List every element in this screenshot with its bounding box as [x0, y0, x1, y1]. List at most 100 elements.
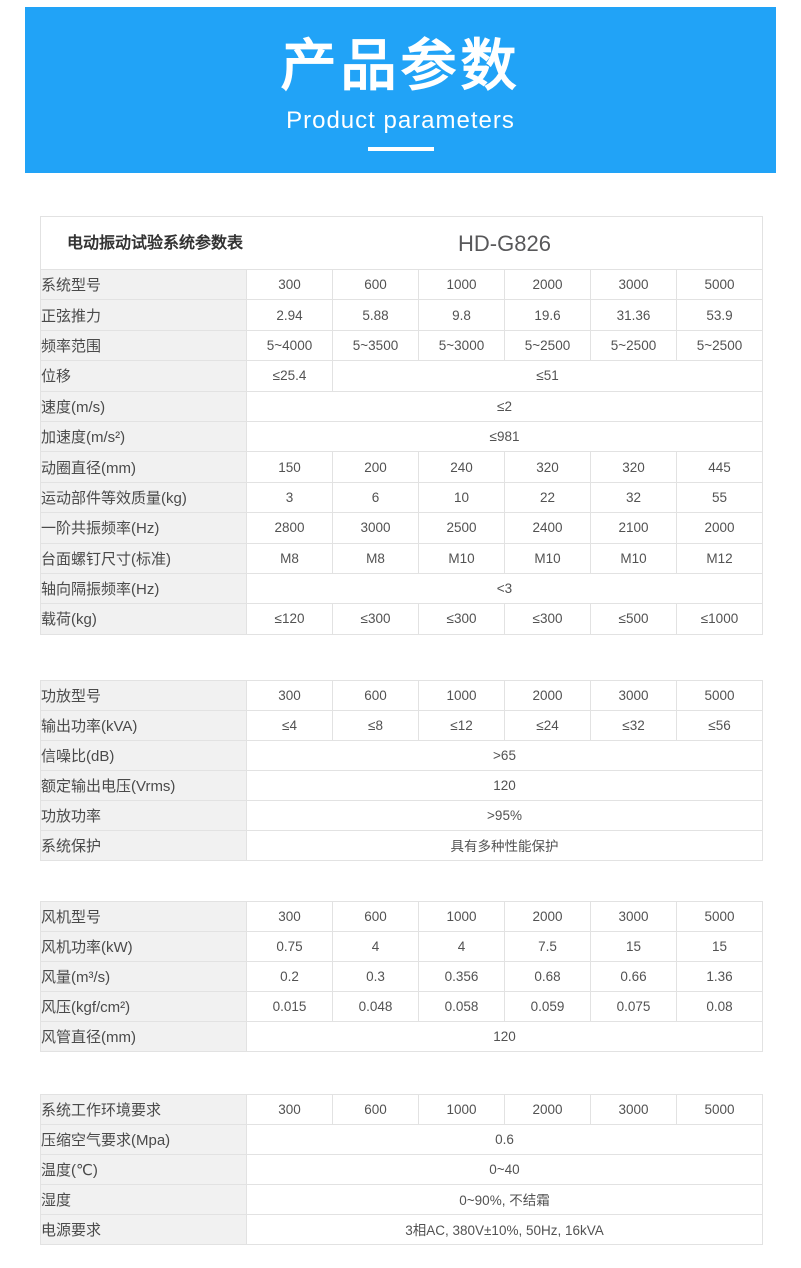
table-title: 电动振动试验系统参数表	[67, 235, 244, 252]
table-row: 一阶共振频率(Hz) 2800 3000 2500 2400 2100 2000	[40, 512, 763, 544]
value-cell: ≤56	[676, 709, 763, 741]
value-cell: 0.058	[418, 990, 505, 1022]
row-label: 位移	[40, 360, 247, 392]
table-row: 正弦推力 2.94 5.88 9.8 19.6 31.36 53.9	[40, 299, 763, 331]
value-cell: 240	[418, 451, 505, 483]
value-cell: 2000	[504, 268, 591, 301]
value-cell: 2100	[590, 512, 677, 544]
value-cell: 4	[332, 930, 419, 962]
value-cell: M10	[590, 542, 677, 574]
value-cell: 2000	[504, 900, 591, 932]
value-cell: 5000	[676, 268, 763, 301]
table-row: 功放型号 300 600 1000 2000 3000 5000	[40, 679, 763, 711]
value-cell: M8	[246, 542, 333, 574]
value-cell: 5000	[676, 679, 763, 711]
row-label: 一阶共振频率(Hz)	[40, 512, 247, 544]
table-row: 加速度(m/s²) ≤981	[40, 420, 763, 453]
value-cell: 32	[590, 481, 677, 514]
value-cell: ≤981	[246, 420, 763, 453]
row-label: 风机型号	[40, 900, 247, 932]
table-row: 频率范围 5~4000 5~3500 5~3000 5~2500 5~2500 5~2500	[40, 329, 763, 362]
product-parameters-banner: 产品参数 Product parameters	[25, 7, 776, 173]
value-cell: ≤8	[332, 709, 419, 741]
value-cell: <3	[246, 572, 763, 605]
table-row: 系统保护 具有多种性能保护	[40, 829, 763, 861]
banner-title: 产品参数	[280, 34, 521, 97]
value-cell: 3000	[590, 1093, 677, 1125]
value-cell: 120	[246, 769, 763, 801]
row-label: 湿度	[40, 1183, 247, 1215]
value-cell: 0.015	[246, 990, 333, 1022]
table-row: 风压(kgf/cm²) 0.015 0.048 0.058 0.059 0.075 0.08	[40, 990, 763, 1022]
table-row: 湿度 0~90%, 不结霜	[40, 1183, 763, 1215]
value-cell: 1000	[418, 268, 505, 301]
table-row: 速度(m/s) ≤2	[40, 390, 763, 422]
amplifier-table: 功放型号 300 600 1000 2000 3000 5000 输出功率(kVA) ≤4 ≤8 ≤…	[40, 679, 763, 861]
value-cell: 2500	[418, 512, 505, 544]
table-row: 轴向隔振频率(Hz) <3	[40, 572, 763, 605]
table-row: 系统工作环境要求 300 600 1000 2000 3000 5000	[40, 1093, 763, 1125]
value-cell: ≤300	[332, 603, 419, 635]
value-cell: ≤24	[504, 709, 591, 741]
value-cell: 0.75	[246, 930, 333, 962]
value-cell: ≤1000	[676, 603, 763, 635]
value-cell: 2000	[504, 1093, 591, 1125]
value-cell: 445	[676, 451, 763, 483]
value-cell: 320	[504, 451, 591, 483]
table-row: 温度(℃) 0~40	[40, 1153, 763, 1185]
value-cell: 0~40	[246, 1153, 763, 1185]
value-cell: 300	[246, 900, 333, 932]
value-cell: 具有多种性能保护	[246, 829, 763, 861]
value-cell: 4	[418, 930, 505, 962]
value-cell: 10	[418, 481, 505, 514]
row-label: 轴向隔振频率(Hz)	[40, 572, 247, 605]
value-cell: 6	[332, 481, 419, 514]
value-cell: 0.68	[504, 960, 591, 992]
table-row: 额定输出电压(Vrms) 120	[40, 769, 763, 801]
value-cell: 0~90%, 不结霜	[246, 1183, 763, 1215]
table-header-cell: 电动振动试验系统参数表 HD-G826	[40, 216, 763, 270]
row-label: 额定输出电压(Vrms)	[40, 769, 247, 801]
value-cell: 55	[676, 481, 763, 514]
value-cell: 2400	[504, 512, 591, 544]
value-cell: 5~3500	[332, 329, 419, 362]
value-cell: M12	[676, 542, 763, 574]
banner-subtitle: Product parameters	[286, 107, 515, 134]
value-cell: 0.356	[418, 960, 505, 992]
table-row: 风机功率(kW) 0.75 4 4 7.5 15 15	[40, 930, 763, 962]
value-cell: 7.5	[504, 930, 591, 962]
value-cell: 600	[332, 268, 419, 301]
value-cell: ≤300	[418, 603, 505, 635]
row-label: 压缩空气要求(Mpa)	[40, 1123, 247, 1155]
value-cell: 320	[590, 451, 677, 483]
value-cell: 5~2500	[590, 329, 677, 362]
value-cell: 120	[246, 1020, 763, 1052]
row-label: 信噪比(dB)	[40, 739, 247, 771]
environment-table: 系统工作环境要求 300 600 1000 2000 3000 5000 压缩空气要求(Mpa…	[40, 1093, 763, 1245]
row-label: 系统工作环境要求	[40, 1093, 247, 1125]
value-cell: ≤300	[504, 603, 591, 635]
row-label: 系统型号	[40, 268, 247, 301]
row-label: 风量(m³/s)	[40, 960, 247, 992]
value-cell: 19.6	[504, 299, 591, 331]
table-header-row: 电动振动试验系统参数表 HD-G826	[40, 216, 763, 270]
value-cell: 300	[246, 268, 333, 301]
value-cell: 150	[246, 451, 333, 483]
table-row: 电源要求 3相AC, 380V±10%, 50Hz, 16kVA	[40, 1213, 763, 1245]
value-cell: 5~4000	[246, 329, 333, 362]
value-cell: 3000	[590, 900, 677, 932]
value-cell: 2000	[504, 679, 591, 711]
value-cell: 31.36	[590, 299, 677, 331]
row-label: 频率范围	[40, 329, 247, 362]
value-cell: 15	[676, 930, 763, 962]
value-cell: ≤500	[590, 603, 677, 635]
value-cell: 300	[246, 1093, 333, 1125]
row-label: 电源要求	[40, 1213, 247, 1245]
value-cell: 200	[332, 451, 419, 483]
row-label: 风压(kgf/cm²)	[40, 990, 247, 1022]
value-cell: 0.66	[590, 960, 677, 992]
table-row: 系统型号 300 600 1000 2000 3000 5000	[40, 268, 763, 301]
row-label: 风机功率(kW)	[40, 930, 247, 962]
value-cell: 53.9	[676, 299, 763, 331]
row-label: 载荷(kg)	[40, 603, 247, 635]
